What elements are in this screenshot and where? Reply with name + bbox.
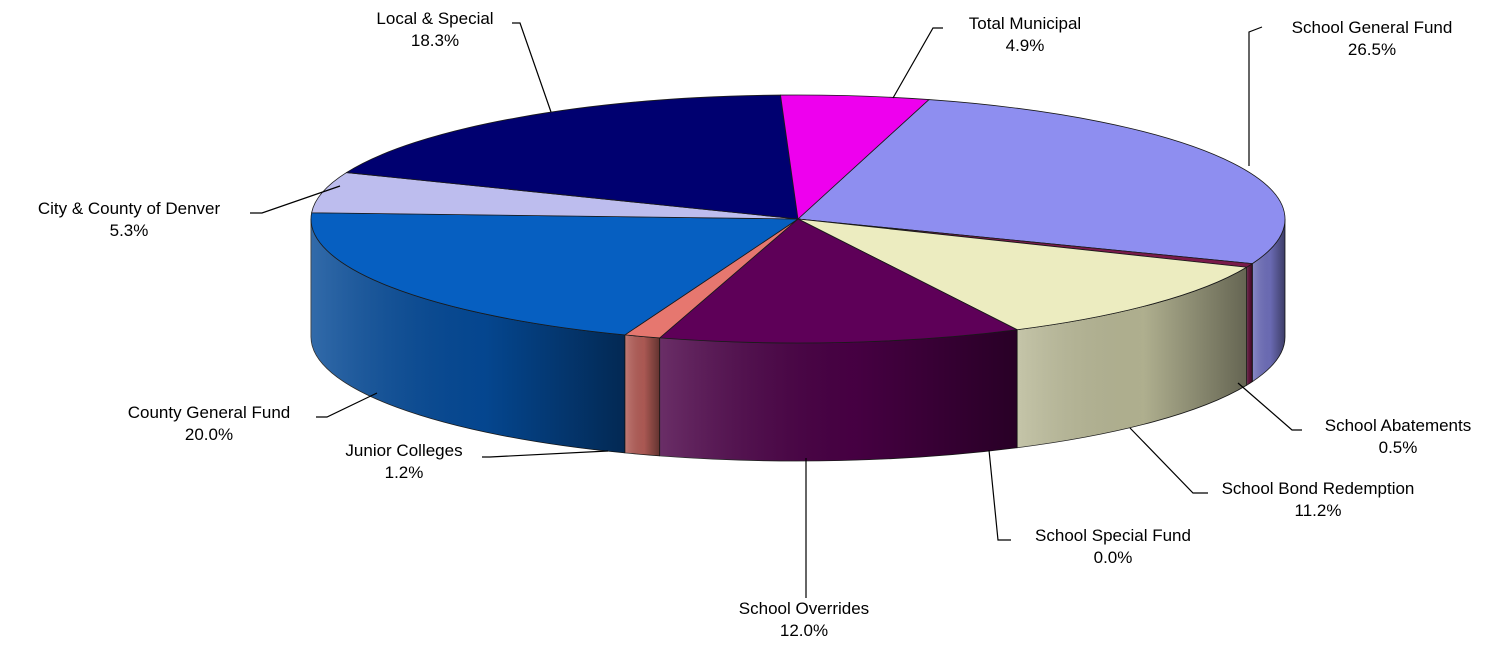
pie-side-shade-school-abatements: [1246, 263, 1253, 386]
leader-line-county-general-fund: [316, 392, 378, 418]
slice-label-school-bond-redemption: School Bond Redemption 11.2%: [1222, 479, 1415, 520]
slice-label-county-general-fund: County General Fund 20.0%: [128, 403, 291, 444]
slice-label-school-overrides: School Overrides 12.0%: [739, 599, 869, 640]
slice-percent: 0.0%: [1094, 548, 1133, 567]
pie-slice-school-bond-redemption: [797, 218, 1248, 331]
leader-line-total-municipal: [892, 27, 943, 99]
pie-side-shade-school-bond-redemption: [1017, 267, 1247, 448]
leader-line-city-and-county-of-denver: [250, 185, 341, 214]
leader-line-school-special-fund: [988, 449, 1011, 541]
slice-label-school-special-fund: School Special Fund 0.0%: [1035, 526, 1191, 567]
slice-label-school-general-fund: School General Fund 26.5%: [1292, 18, 1453, 59]
slice-percent: 18.3%: [411, 31, 459, 50]
pie-slice-school-overrides: [659, 218, 1018, 344]
slice-percent: 20.0%: [185, 425, 233, 444]
pie-top-faces: [310, 94, 1286, 344]
slice-label-local-and-special: Local & Special 18.3%: [376, 9, 493, 50]
pie-side-faces: [310, 218, 1286, 462]
pie-side-shade-county-general-fund: [311, 219, 625, 453]
slice-name: School Abatements: [1325, 416, 1471, 435]
leader-line-school-abatements: [1237, 382, 1302, 431]
slice-name: School General Fund: [1292, 18, 1453, 37]
slice-name: Junior Colleges: [345, 441, 462, 460]
slice-percent: 11.2%: [1295, 501, 1342, 520]
slice-percent: 5.3%: [110, 221, 149, 240]
pie-labels: School General Fund 26.5% School Abatement…: [38, 9, 1471, 640]
pie-side-shade-school-general-fund: [1252, 219, 1285, 382]
pie-side-shade-school-overrides: [659, 329, 1018, 461]
leader-line-school-general-fund: [1248, 26, 1263, 166]
leader-line-local-and-special: [512, 22, 552, 113]
pie-slice-local-and-special: [346, 94, 799, 220]
leader-line-junior-colleges: [482, 450, 609, 458]
slice-name: Total Municipal: [969, 14, 1081, 33]
slice-percent: 1.2%: [385, 463, 424, 482]
leader-line-school-bond-redemption: [1129, 427, 1208, 494]
slice-label-school-abatements: School Abatements 0.5%: [1325, 416, 1471, 457]
pie-slice-total-municipal: [780, 94, 930, 220]
slice-name: City & County of Denver: [38, 199, 221, 218]
slice-name: Local & Special: [376, 9, 493, 28]
slice-label-city-and-county-of-denver: City & County of Denver 5.3%: [38, 199, 221, 240]
pie-slice-school-general-fund: [797, 99, 1286, 265]
slice-name: School Overrides: [739, 599, 869, 618]
slice-name: County General Fund: [128, 403, 291, 422]
pie-slice-county-general-fund: [310, 212, 799, 336]
pie-side-shade-junior-colleges: [624, 334, 660, 456]
slice-name: School Special Fund: [1035, 526, 1191, 545]
slice-percent: 26.5%: [1348, 40, 1396, 59]
slice-name: School Bond Redemption: [1222, 479, 1415, 498]
slice-label-total-municipal: Total Municipal 4.9%: [969, 14, 1081, 55]
slice-percent: 12.0%: [780, 621, 828, 640]
pie-leader-lines: [250, 22, 1302, 598]
slice-percent: 4.9%: [1006, 36, 1045, 55]
slice-label-junior-colleges: Junior Colleges 1.2%: [345, 441, 462, 482]
slice-percent: 0.5%: [1379, 438, 1418, 457]
